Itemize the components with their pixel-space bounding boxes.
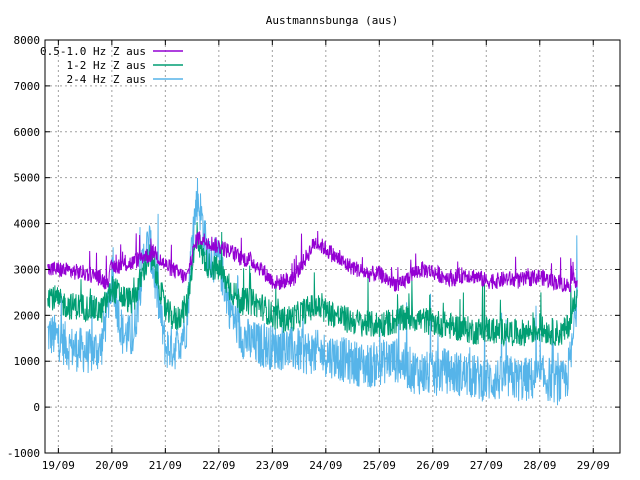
- y-tick-label: 6000: [14, 126, 41, 139]
- y-tick-label: 2000: [14, 309, 41, 322]
- y-tick-label: 5000: [14, 172, 41, 185]
- x-tick-label: 19/09: [42, 459, 75, 472]
- x-tick-label: 28/09: [523, 459, 556, 472]
- x-tick-label: 25/09: [363, 459, 396, 472]
- legend-label-1: 0.5-1.0 Hz Z aus: [40, 45, 146, 58]
- series-lines: [47, 177, 578, 406]
- y-tick-label: 7000: [14, 80, 41, 93]
- legend-label-3: 2-4 Hz Z aus: [67, 73, 146, 86]
- chart-title: Austmannsbunga (aus): [266, 14, 398, 27]
- series-line-3: [47, 177, 578, 406]
- x-tick-label: 27/09: [470, 459, 503, 472]
- y-tick-label: -1000: [7, 447, 40, 460]
- y-tick-label: 4000: [14, 218, 41, 231]
- plot-frame: [44, 39, 621, 454]
- x-tick-label: 29/09: [577, 459, 610, 472]
- x-tick-label: 20/09: [95, 459, 128, 472]
- y-tick-label: 1000: [14, 355, 41, 368]
- x-tick-label: 23/09: [256, 459, 289, 472]
- axes: -1000 0 1000 2000 3000 4000 5000 6000 7000 8000 19…: [7, 34, 621, 472]
- x-tick-label: 26/09: [416, 459, 449, 472]
- grid-lines: [45, 39, 620, 454]
- y-tick-label: 8000: [14, 34, 41, 47]
- x-tick-label: 24/09: [309, 459, 342, 472]
- series-line-2: [47, 221, 578, 347]
- y-tick-label: 3000: [14, 263, 41, 276]
- series-line-1: [47, 230, 578, 293]
- x-tick-label: 21/09: [149, 459, 182, 472]
- legend-label-2: 1-2 Hz Z aus: [67, 59, 146, 72]
- x-tick-label: 22/09: [202, 459, 235, 472]
- y-tick-label: 0: [33, 401, 40, 414]
